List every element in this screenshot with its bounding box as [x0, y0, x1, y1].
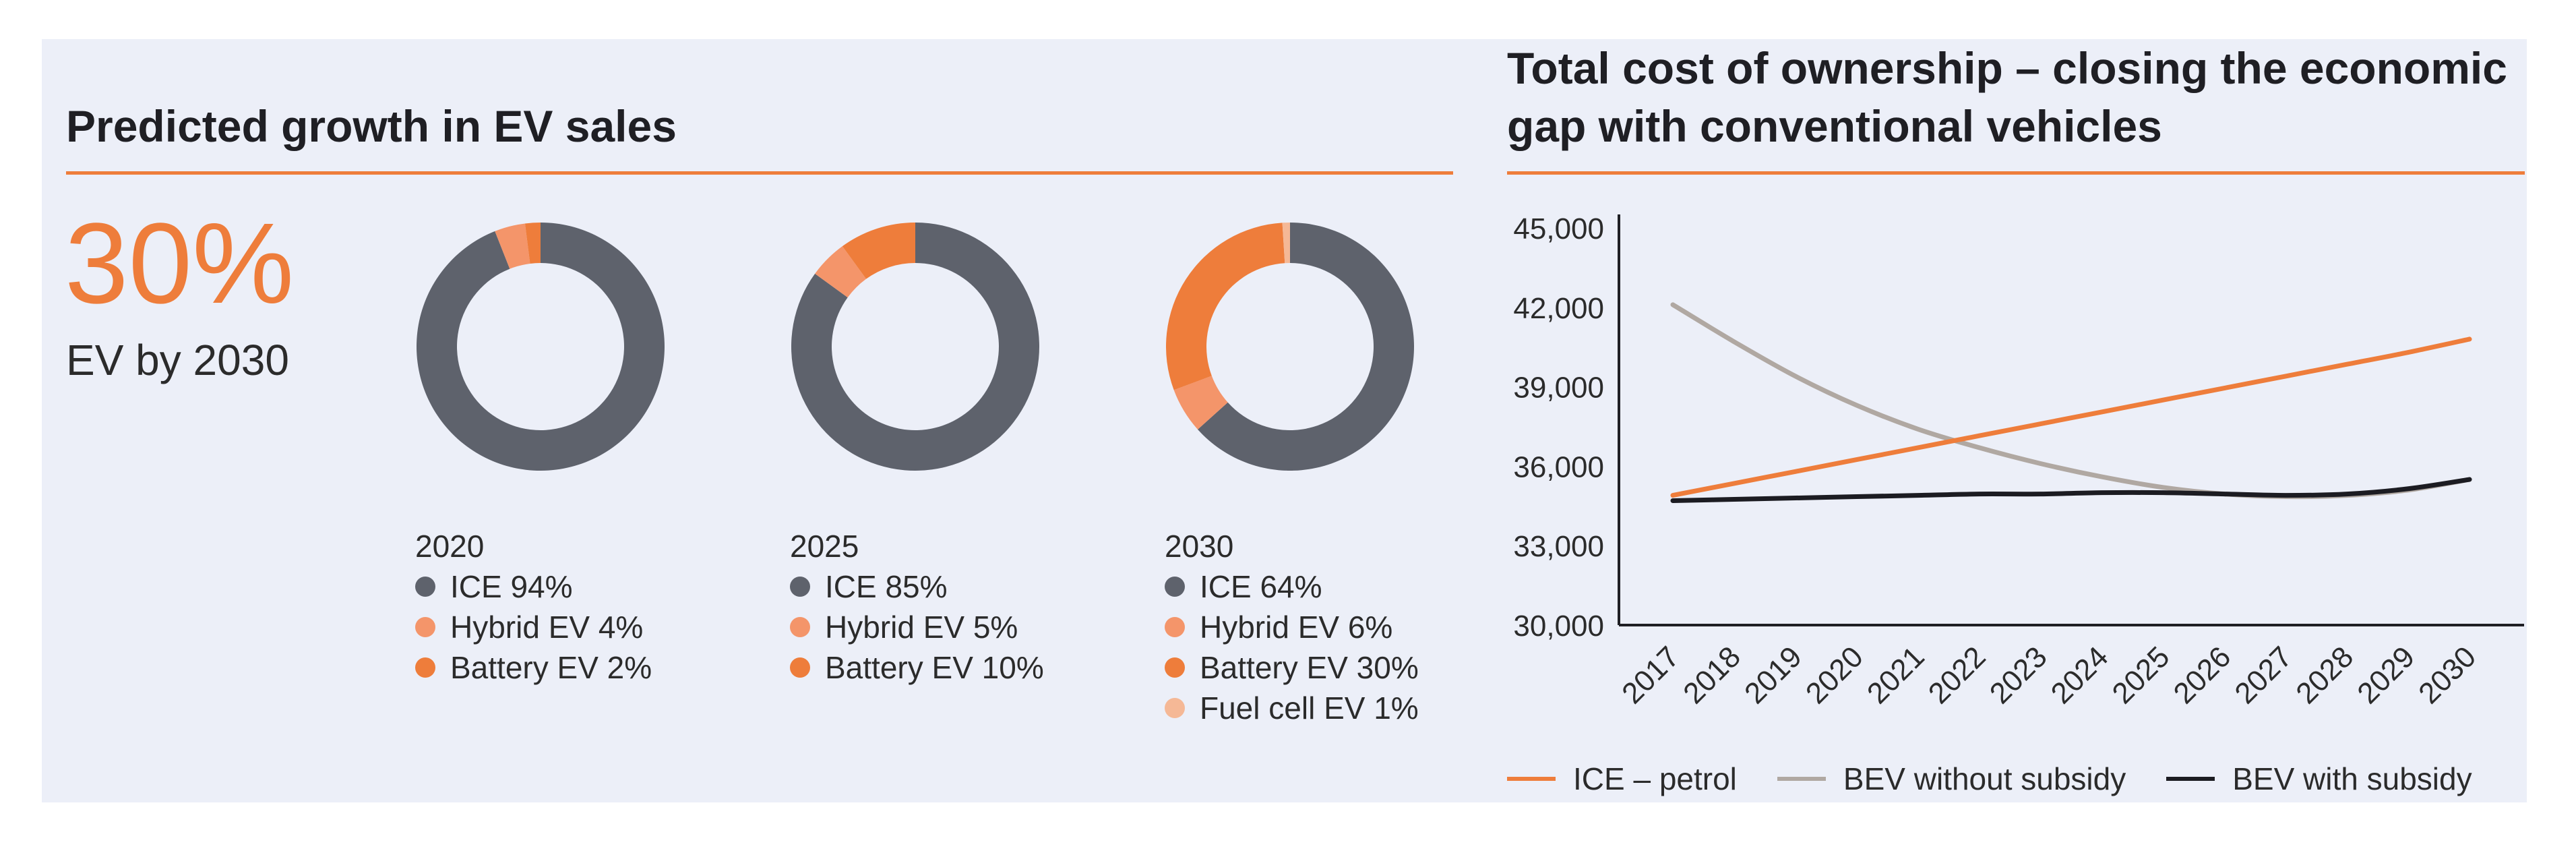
legend-2020: 2020 ICE 94% Hybrid EV 4% Battery EV 2%	[415, 526, 652, 688]
line-swatch-icon	[1507, 777, 1556, 781]
y-tick-label: 33,000	[1513, 530, 1604, 563]
legend-label: Battery EV 30%	[1200, 650, 1419, 685]
tco-line-chart: 45,000 42,000 39,000 36,000 33,000 30,000 2017…	[1513, 212, 2524, 710]
series-line-0	[1670, 336, 2472, 498]
legend-year: 2025	[790, 529, 859, 564]
donut-slice-2025-2	[842, 223, 915, 279]
line-legend-entry: BEV without subsidy	[1777, 759, 2126, 799]
series-line-1	[1670, 302, 2472, 500]
line-legend-entry: ICE – petrol	[1507, 759, 1737, 799]
legend-dot-icon	[790, 657, 810, 678]
legend-year: 2030	[1165, 529, 1234, 564]
x-tick-label: 2030	[2412, 640, 2482, 710]
legend-2030: 2030 ICE 64% Hybrid EV 6% Battery EV 30% Fue…	[1165, 526, 1419, 728]
line-legend-label: ICE – petrol	[1573, 761, 1737, 796]
legend-label: Battery EV 2%	[450, 650, 652, 685]
x-tick-label: 2019	[1738, 640, 1808, 710]
legend-entry: Hybrid EV 5%	[790, 607, 1044, 647]
donut-slice-2030-0	[1198, 223, 1414, 471]
right-title-rule	[1507, 171, 2525, 175]
x-tick-label: 2023	[1984, 640, 2054, 710]
x-tick-label: 2022	[1922, 640, 1992, 710]
legend-entry: ICE 64%	[1165, 566, 1419, 607]
legend-entry: Fuel cell EV 1%	[1165, 688, 1419, 728]
legend-label: Hybrid EV 5%	[825, 610, 1018, 645]
x-tick-label: 2018	[1677, 640, 1747, 710]
legend-label: ICE 94%	[450, 569, 573, 604]
line-legend-label: BEV with subsidy	[2232, 761, 2472, 796]
x-tick-label: 2029	[2351, 640, 2421, 710]
y-tick-label: 36,000	[1513, 450, 1604, 483]
ev-sales-title: Predicted growth in EV sales	[66, 101, 677, 151]
y-tick-label: 30,000	[1513, 610, 1604, 643]
legend-label: Hybrid EV 6%	[1200, 610, 1393, 645]
y-tick-label: 45,000	[1513, 212, 1604, 245]
x-tick-label: 2021	[1861, 640, 1931, 710]
legend-label: Fuel cell EV 1%	[1200, 690, 1419, 726]
legend-entry: Hybrid EV 4%	[415, 607, 652, 647]
legend-label: ICE 85%	[825, 569, 948, 604]
left-title-rule	[66, 171, 1453, 175]
legend-dot-icon	[790, 577, 810, 597]
donut-slice-2030-2	[1166, 223, 1285, 390]
donut-chart-2025	[791, 223, 1039, 471]
legend-label: Battery EV 10%	[825, 650, 1044, 685]
legend-2025: 2025 ICE 85% Hybrid EV 5% Battery EV 10%	[790, 526, 1044, 688]
x-tick-label: 2017	[1616, 640, 1686, 710]
legend-entry: Battery EV 30%	[1165, 647, 1419, 688]
legend-dot-icon	[790, 617, 810, 637]
tco-title: Total cost of ownership – closing the ec…	[1507, 43, 2507, 151]
donut-chart-2030	[1166, 223, 1414, 471]
legend-entry: ICE 94%	[415, 566, 652, 607]
x-tick-label: 2026	[2168, 640, 2238, 710]
legend-year: 2020	[415, 529, 485, 564]
ev-share-stat: 30%	[65, 200, 295, 328]
tco-legend: ICE – petrol BEV without subsidy BEV with …	[1507, 759, 2513, 799]
legend-entry: Battery EV 10%	[790, 647, 1044, 688]
donut-chart-2020	[417, 223, 665, 471]
legend-dot-icon	[415, 657, 435, 678]
legend-dot-icon	[1165, 577, 1185, 597]
donut-slice-2030-1	[1173, 376, 1228, 430]
x-tick-label: 2028	[2290, 640, 2360, 710]
y-tick-label: 42,000	[1513, 292, 1604, 325]
legend-entry: Hybrid EV 6%	[1165, 607, 1419, 647]
legend-dot-icon	[415, 617, 435, 637]
line-swatch-icon	[1777, 777, 1826, 781]
line-legend-entry: BEV with subsidy	[2166, 759, 2472, 799]
series-line-2	[1670, 477, 2472, 503]
donut-slice-2025-1	[815, 246, 867, 298]
donut-slice-2025-0	[791, 223, 1039, 471]
donut-slice-2030-3	[1282, 223, 1290, 264]
legend-dot-icon	[1165, 698, 1185, 718]
donut-slice-2020-2	[524, 223, 541, 264]
legend-entry: Battery EV 2%	[415, 647, 652, 688]
legend-dot-icon	[1165, 657, 1185, 678]
x-tick-label: 2024	[2045, 640, 2115, 710]
x-tick-label: 2025	[2106, 640, 2176, 710]
line-legend-label: BEV without subsidy	[1843, 761, 2126, 796]
legend-dot-icon	[1165, 617, 1185, 637]
donut-slice-2020-1	[495, 223, 530, 269]
y-tick-label: 39,000	[1513, 372, 1604, 405]
x-tick-label: 2027	[2228, 640, 2298, 710]
legend-entry: ICE 85%	[790, 566, 1044, 607]
legend-label: ICE 64%	[1200, 569, 1322, 604]
donut-slice-2020-0	[417, 223, 665, 471]
x-tick-label: 2020	[1800, 640, 1870, 710]
legend-dot-icon	[415, 577, 435, 597]
legend-label: Hybrid EV 4%	[450, 610, 644, 645]
ev-share-caption: EV by 2030	[66, 336, 289, 384]
line-swatch-icon	[2166, 777, 2215, 781]
